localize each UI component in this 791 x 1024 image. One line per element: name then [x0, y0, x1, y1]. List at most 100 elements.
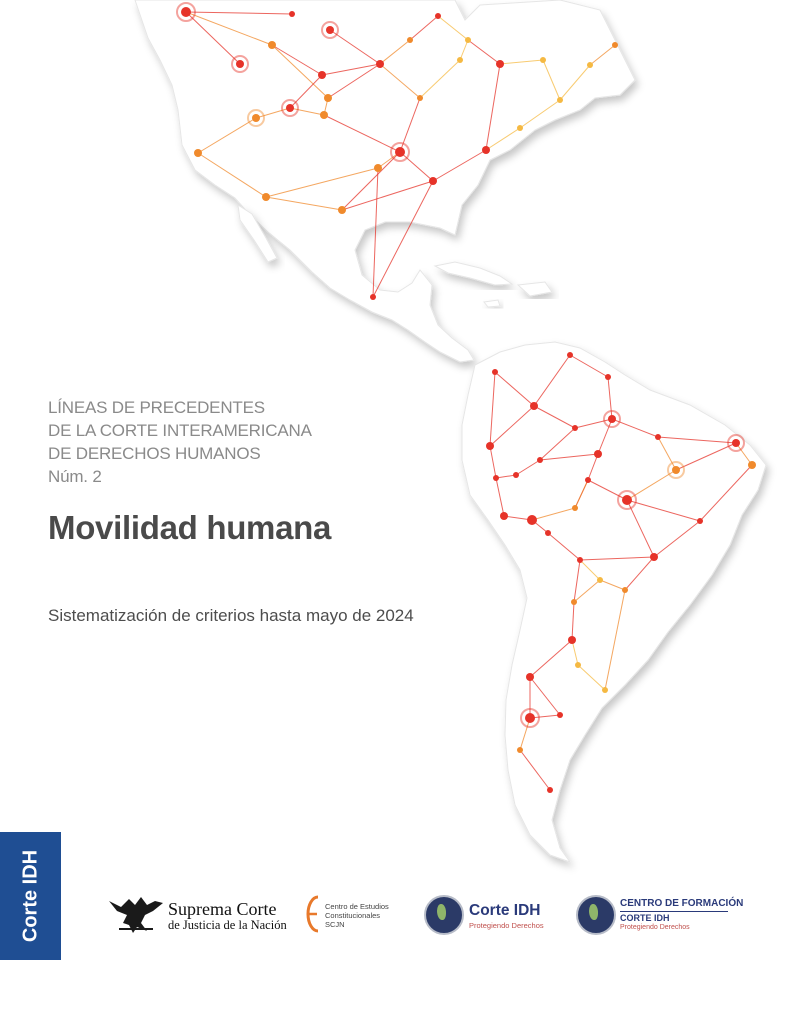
corte-idh-tagline: Protegiendo Derechos — [469, 921, 544, 930]
network-link — [653, 520, 701, 558]
network-node — [545, 530, 551, 536]
network-node — [262, 193, 270, 201]
network-node — [417, 95, 423, 101]
page-subtitle: Sistematización de criterios hasta mayo … — [48, 606, 414, 625]
network-link — [197, 117, 257, 154]
network-link — [597, 418, 613, 455]
network-node-halo — [617, 490, 637, 510]
network-link — [531, 507, 576, 521]
network-link — [432, 149, 487, 182]
network-node — [435, 13, 441, 19]
network-node — [597, 577, 603, 583]
network-node — [492, 369, 498, 375]
network-link — [467, 39, 501, 65]
network-node — [622, 587, 628, 593]
scjn-logo: Suprema Corte de Justicia de la Nación — [107, 893, 287, 937]
network-node — [252, 114, 260, 122]
network-link — [437, 15, 469, 41]
network-node — [568, 636, 576, 644]
network-node-halo — [176, 2, 196, 22]
cec-mark-icon — [306, 895, 319, 933]
network-link — [529, 639, 573, 678]
network-node-halo — [667, 461, 685, 479]
centro-formacion-line-2: CORTE IDH — [620, 913, 670, 923]
network-node — [557, 712, 563, 718]
baja-california-shape — [237, 203, 278, 263]
scjn-line-2: de Justicia de la Nación — [168, 918, 287, 932]
network-link — [542, 59, 561, 101]
network-link — [519, 99, 561, 129]
network-node-halo — [727, 434, 745, 452]
scjn-line-1: Suprema Corte — [168, 899, 277, 919]
network-link — [329, 29, 381, 65]
network-link — [323, 114, 401, 153]
network-link — [579, 556, 655, 561]
network-link — [459, 39, 469, 61]
network-node — [572, 425, 578, 431]
network-node — [571, 599, 577, 605]
network-link — [589, 44, 616, 66]
network-link — [419, 59, 461, 99]
network-node-halo — [231, 55, 249, 73]
network-link — [485, 63, 501, 151]
network-link — [559, 64, 591, 101]
network-link — [399, 97, 421, 153]
network-link — [321, 63, 381, 76]
network-link — [185, 11, 293, 15]
network-node — [672, 466, 680, 474]
network-node — [605, 374, 611, 380]
network-node-halo — [603, 410, 621, 428]
network-node — [748, 461, 756, 469]
network-node — [289, 11, 295, 17]
network-link — [599, 579, 626, 591]
network-node — [537, 457, 543, 463]
network-link — [574, 479, 589, 509]
network-node — [540, 57, 546, 63]
corte-idh-logo: Corte IDH Protegiendo Derechos — [424, 893, 554, 937]
network-link — [626, 469, 677, 501]
network-link — [515, 459, 541, 476]
network-link — [289, 74, 323, 109]
network-link — [372, 180, 434, 298]
network-link — [657, 436, 677, 471]
network-node — [338, 206, 346, 214]
network-link — [289, 107, 325, 116]
network-link — [675, 442, 737, 471]
network-node — [530, 402, 538, 410]
network-link — [489, 371, 496, 447]
network-overlay — [176, 2, 756, 793]
network-node — [493, 475, 499, 481]
network-link — [489, 445, 497, 479]
network-link — [539, 427, 576, 461]
network-link — [573, 559, 581, 603]
globe-icon — [576, 895, 616, 935]
cec-line-1: Centro de Estudios — [325, 902, 389, 911]
network-link — [579, 559, 601, 581]
network-link — [489, 405, 535, 447]
network-link — [341, 151, 401, 211]
network-node — [525, 713, 535, 723]
network-node — [513, 472, 519, 478]
network-link — [185, 11, 273, 46]
network-node — [465, 37, 471, 43]
network-node — [318, 71, 326, 79]
side-tab: Corte IDH — [0, 832, 61, 960]
network-node — [395, 147, 405, 157]
network-node — [429, 177, 437, 185]
network-link — [577, 664, 606, 691]
network-link — [604, 589, 626, 691]
network-link — [494, 371, 535, 407]
network-link — [185, 11, 241, 65]
network-node — [557, 97, 563, 103]
network-node — [326, 26, 334, 34]
network-link — [569, 354, 609, 378]
network-node — [374, 164, 382, 172]
network-link — [519, 717, 531, 751]
network-node — [577, 557, 583, 563]
series-line-2: DE LA CORTE INTERAMERICANA — [48, 421, 312, 440]
network-node — [575, 662, 581, 668]
network-link — [271, 44, 323, 76]
network-node — [236, 60, 244, 68]
network-link — [399, 151, 434, 182]
network-link — [529, 714, 561, 719]
